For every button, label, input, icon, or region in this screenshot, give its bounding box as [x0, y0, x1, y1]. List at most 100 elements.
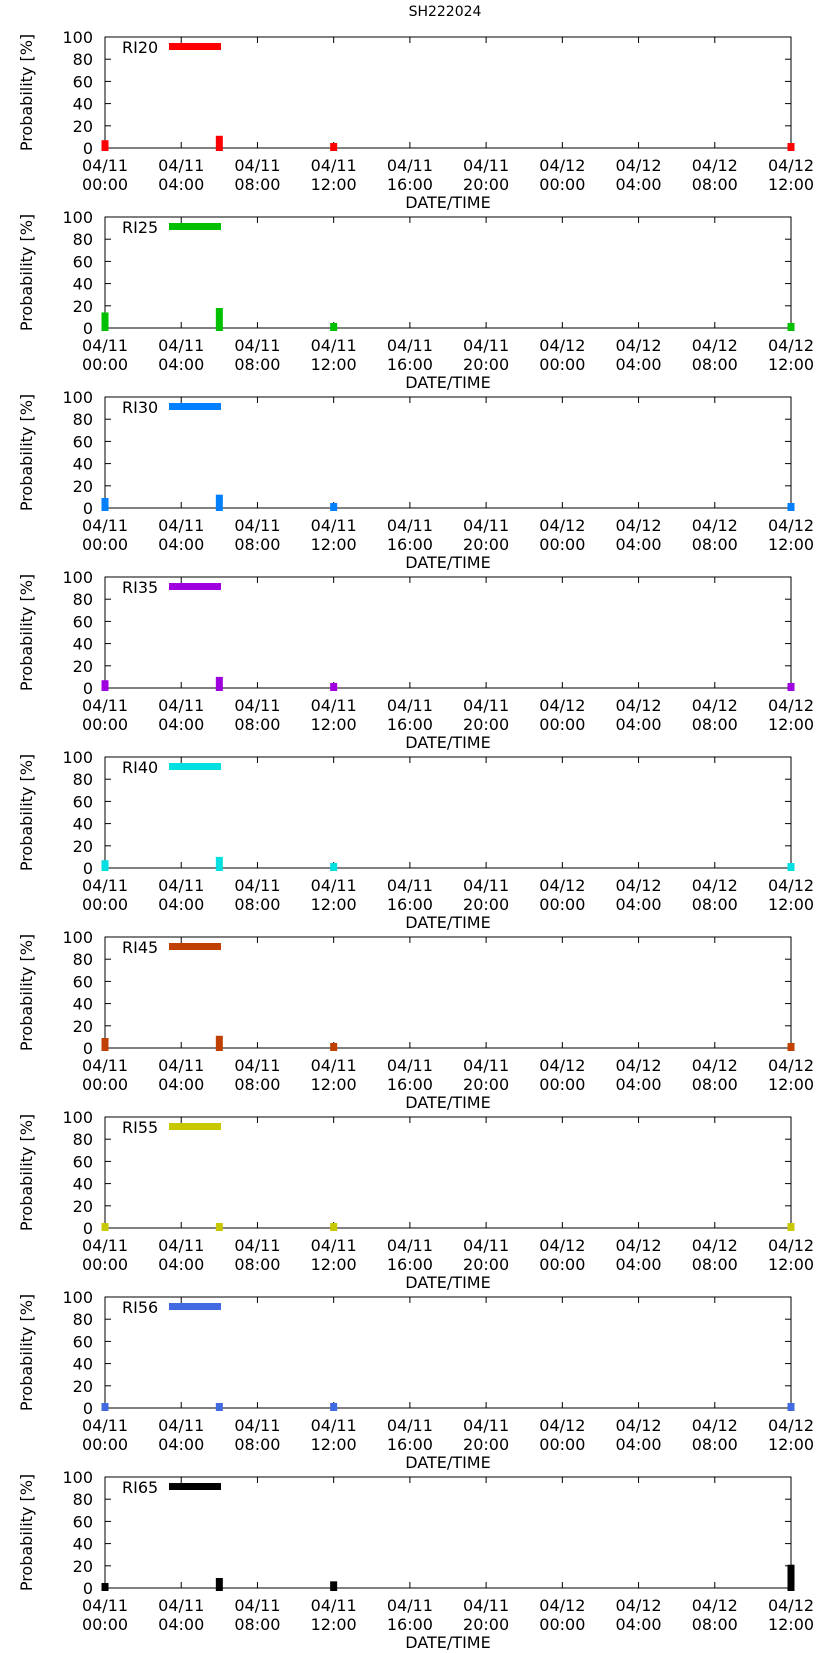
- x-tick-date: 04/12: [616, 156, 662, 175]
- bar: [101, 312, 109, 331]
- y-tick-label: 40: [73, 815, 93, 834]
- x-axis-label: DATE/TIME: [405, 1093, 490, 1112]
- legend-swatch: [169, 403, 221, 410]
- x-tick-time: 20:00: [463, 715, 509, 734]
- y-axis-label: Probability [%]: [17, 1114, 36, 1231]
- y-tick-label: 60: [73, 1152, 93, 1171]
- x-tick-time: 08:00: [692, 895, 738, 914]
- bar: [215, 856, 223, 871]
- figure-title: SH222024: [409, 4, 482, 20]
- x-tick-time: 12:00: [311, 895, 357, 914]
- panel-ri56: 02040608010004/1100:0004/1104:0004/1108:…: [17, 1288, 814, 1472]
- y-tick-label: 100: [62, 208, 93, 227]
- x-tick-date: 04/12: [539, 1236, 585, 1255]
- y-tick-label: 20: [73, 1197, 93, 1216]
- x-tick-date: 04/12: [616, 696, 662, 715]
- y-tick-label: 0: [83, 139, 93, 158]
- x-tick-time: 04:00: [616, 895, 662, 914]
- y-tick-label: 40: [73, 1175, 93, 1194]
- y-tick-label: 100: [62, 28, 93, 47]
- x-axis-label: DATE/TIME: [405, 733, 490, 752]
- x-tick-date: 04/11: [234, 696, 280, 715]
- x-axis-label: DATE/TIME: [405, 913, 490, 932]
- x-tick-time: 12:00: [768, 715, 814, 734]
- bar: [787, 683, 795, 691]
- panel-ri45: 02040608010004/1100:0004/1104:0004/1108:…: [17, 928, 814, 1112]
- x-tick-date: 04/12: [616, 336, 662, 355]
- x-tick-time: 04:00: [158, 535, 204, 554]
- bar: [330, 503, 338, 511]
- x-tick-time: 00:00: [539, 535, 585, 554]
- bar: [215, 1403, 223, 1411]
- panel-ri35: 02040608010004/1100:0004/1104:0004/1108:…: [17, 568, 814, 752]
- y-tick-label: 40: [73, 995, 93, 1014]
- legend-label: RI56: [122, 1298, 158, 1317]
- panel-ri20: 02040608010004/1100:0004/1104:0004/1108:…: [17, 28, 814, 212]
- x-tick-time: 00:00: [82, 895, 128, 914]
- x-axis-label: DATE/TIME: [405, 193, 490, 212]
- x-tick-time: 04:00: [616, 355, 662, 374]
- x-tick-time: 04:00: [158, 895, 204, 914]
- x-tick-date: 04/11: [234, 336, 280, 355]
- x-tick-date: 04/12: [539, 336, 585, 355]
- x-tick-date: 04/11: [158, 516, 204, 535]
- x-tick-time: 08:00: [234, 535, 280, 554]
- legend-swatch: [169, 43, 221, 50]
- x-tick-date: 04/12: [692, 1596, 738, 1615]
- x-tick-date: 04/12: [768, 336, 814, 355]
- x-tick-date: 04/11: [463, 1416, 509, 1435]
- x-tick-date: 04/12: [692, 876, 738, 895]
- y-tick-label: 100: [62, 1468, 93, 1487]
- x-tick-date: 04/11: [311, 1416, 357, 1435]
- x-tick-date: 04/12: [616, 1056, 662, 1075]
- x-tick-date: 04/12: [539, 1416, 585, 1435]
- y-tick-label: 100: [62, 1108, 93, 1127]
- x-tick-date: 04/11: [387, 1236, 433, 1255]
- bar: [330, 1403, 338, 1411]
- x-tick-time: 12:00: [311, 1615, 357, 1634]
- bar: [787, 1043, 795, 1051]
- x-tick-time: 00:00: [539, 175, 585, 194]
- legend-label: RI65: [122, 1478, 158, 1497]
- y-tick-label: 80: [73, 410, 93, 429]
- x-tick-time: 04:00: [158, 715, 204, 734]
- x-tick-date: 04/11: [82, 516, 128, 535]
- x-tick-time: 00:00: [82, 715, 128, 734]
- x-tick-time: 00:00: [539, 1255, 585, 1274]
- x-tick-date: 04/11: [234, 1416, 280, 1435]
- legend-label: RI25: [122, 218, 158, 237]
- bar: [787, 503, 795, 511]
- legend-label: RI45: [122, 938, 158, 957]
- y-tick-label: 20: [73, 297, 93, 316]
- x-tick-time: 12:00: [311, 175, 357, 194]
- y-tick-label: 100: [62, 928, 93, 947]
- x-tick-date: 04/11: [387, 1056, 433, 1075]
- panel-ri65: 02040608010004/1100:0004/1104:0004/1108:…: [17, 1468, 814, 1652]
- x-tick-time: 16:00: [387, 1615, 433, 1634]
- bar: [215, 1578, 223, 1591]
- x-tick-time: 16:00: [387, 535, 433, 554]
- x-tick-date: 04/11: [463, 156, 509, 175]
- x-tick-date: 04/11: [158, 156, 204, 175]
- panel-ri25: 02040608010004/1100:0004/1104:0004/1108:…: [17, 208, 814, 392]
- y-tick-label: 20: [73, 1377, 93, 1396]
- y-axis-label: Probability [%]: [17, 394, 36, 511]
- legend-label: RI20: [122, 38, 158, 57]
- x-tick-date: 04/11: [82, 1236, 128, 1255]
- x-tick-date: 04/11: [82, 1056, 128, 1075]
- x-tick-date: 04/11: [158, 696, 204, 715]
- x-tick-time: 08:00: [692, 1255, 738, 1274]
- bar: [330, 863, 338, 871]
- x-tick-date: 04/12: [539, 516, 585, 535]
- y-tick-label: 20: [73, 657, 93, 676]
- x-tick-date: 04/11: [387, 1596, 433, 1615]
- x-tick-date: 04/11: [387, 1416, 433, 1435]
- y-tick-label: 80: [73, 50, 93, 69]
- y-tick-label: 60: [73, 612, 93, 631]
- bar: [330, 323, 338, 331]
- y-axis-label: Probability [%]: [17, 214, 36, 331]
- y-tick-label: 80: [73, 230, 93, 249]
- y-tick-label: 80: [73, 1310, 93, 1329]
- x-tick-time: 08:00: [234, 715, 280, 734]
